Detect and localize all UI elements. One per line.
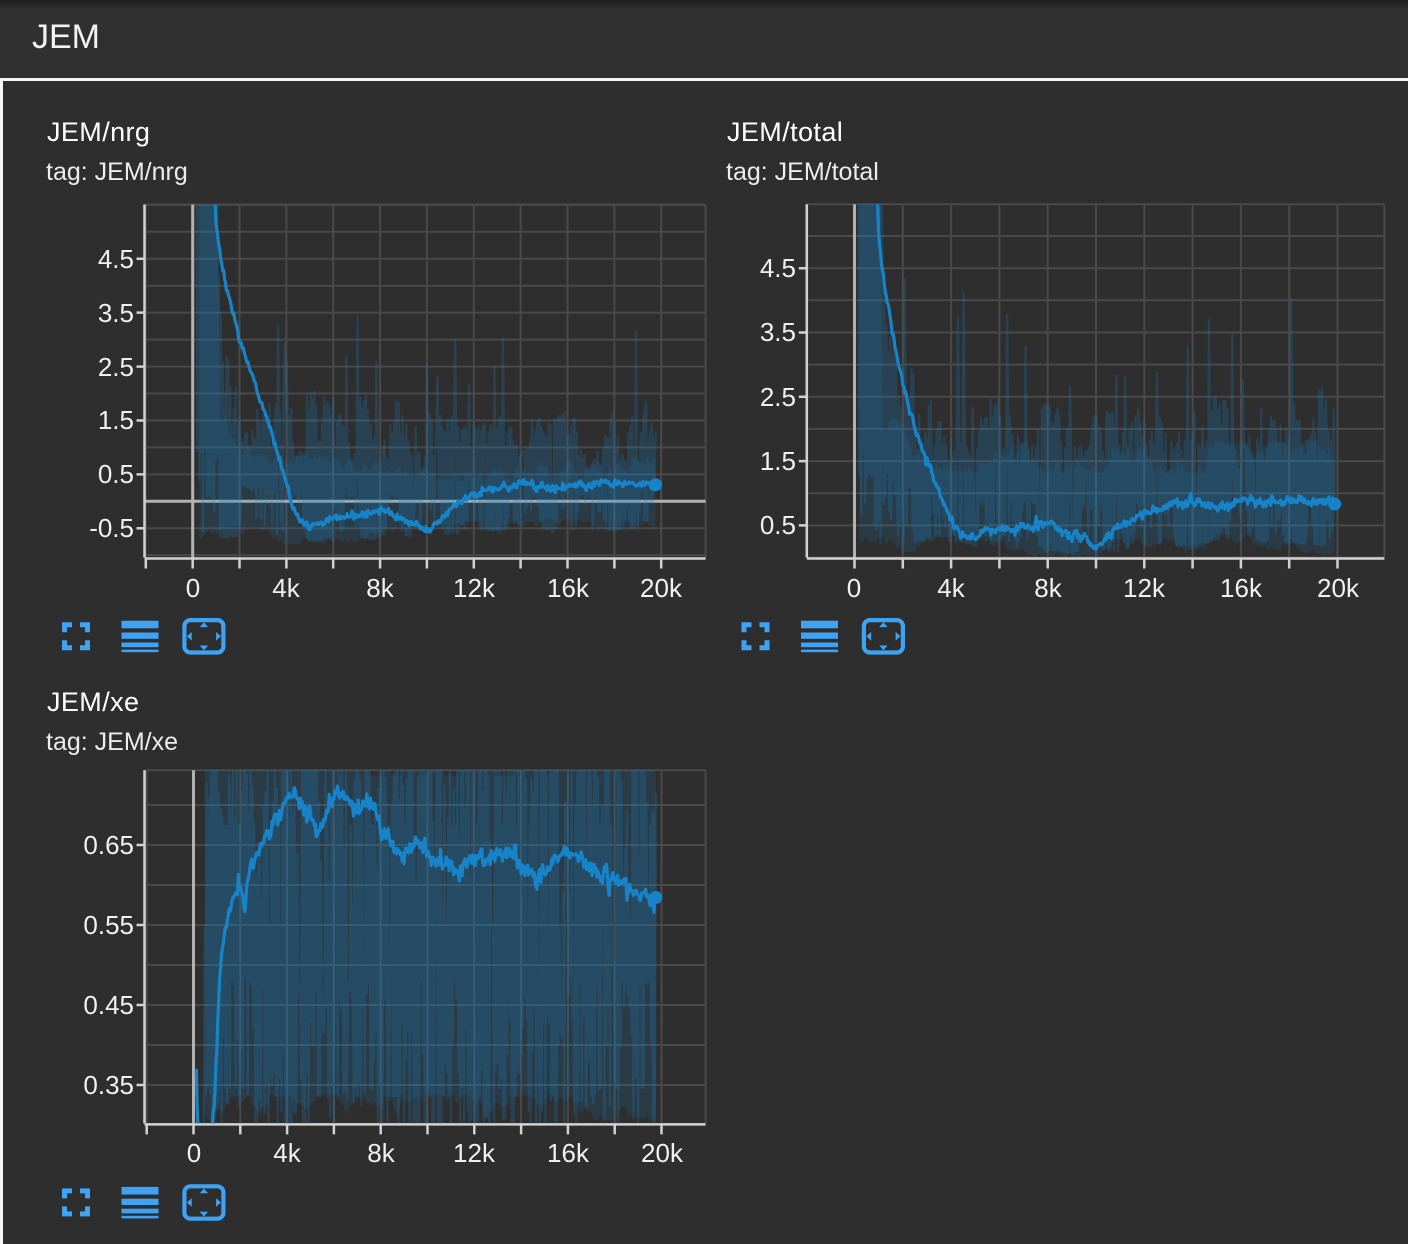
svg-text:12k: 12k	[453, 573, 496, 603]
svg-text:1.5: 1.5	[98, 405, 134, 435]
svg-text:4k: 4k	[273, 1138, 301, 1168]
svg-text:4k: 4k	[272, 573, 300, 603]
svg-text:0.45: 0.45	[83, 990, 134, 1020]
svg-text:4k: 4k	[937, 573, 965, 603]
svg-text:16k: 16k	[547, 573, 590, 603]
svg-text:0: 0	[186, 573, 200, 603]
svg-text:3.5: 3.5	[98, 298, 134, 328]
svg-text:0.5: 0.5	[760, 510, 796, 540]
svg-text:-0.5: -0.5	[89, 513, 134, 543]
svg-text:8k: 8k	[366, 573, 394, 603]
svg-text:1.5: 1.5	[760, 446, 796, 476]
svg-text:8k: 8k	[1034, 573, 1062, 603]
svg-text:12k: 12k	[453, 1138, 496, 1168]
svg-text:0: 0	[847, 573, 861, 603]
svg-text:8k: 8k	[367, 1138, 395, 1168]
svg-text:0.65: 0.65	[83, 830, 134, 860]
svg-text:3.5: 3.5	[760, 317, 796, 347]
svg-text:20k: 20k	[1317, 573, 1360, 603]
svg-text:4.5: 4.5	[760, 253, 796, 283]
svg-text:0.5: 0.5	[98, 459, 134, 489]
svg-text:0.35: 0.35	[83, 1070, 134, 1100]
svg-text:12k: 12k	[1123, 573, 1166, 603]
svg-text:0: 0	[187, 1138, 201, 1168]
svg-text:20k: 20k	[641, 1138, 684, 1168]
svg-text:0.55: 0.55	[83, 910, 134, 940]
svg-text:2.5: 2.5	[98, 352, 134, 382]
svg-text:2.5: 2.5	[760, 382, 796, 412]
svg-text:20k: 20k	[640, 573, 683, 603]
svg-text:4.5: 4.5	[98, 244, 134, 274]
svg-text:16k: 16k	[547, 1138, 590, 1168]
svg-text:16k: 16k	[1220, 573, 1263, 603]
